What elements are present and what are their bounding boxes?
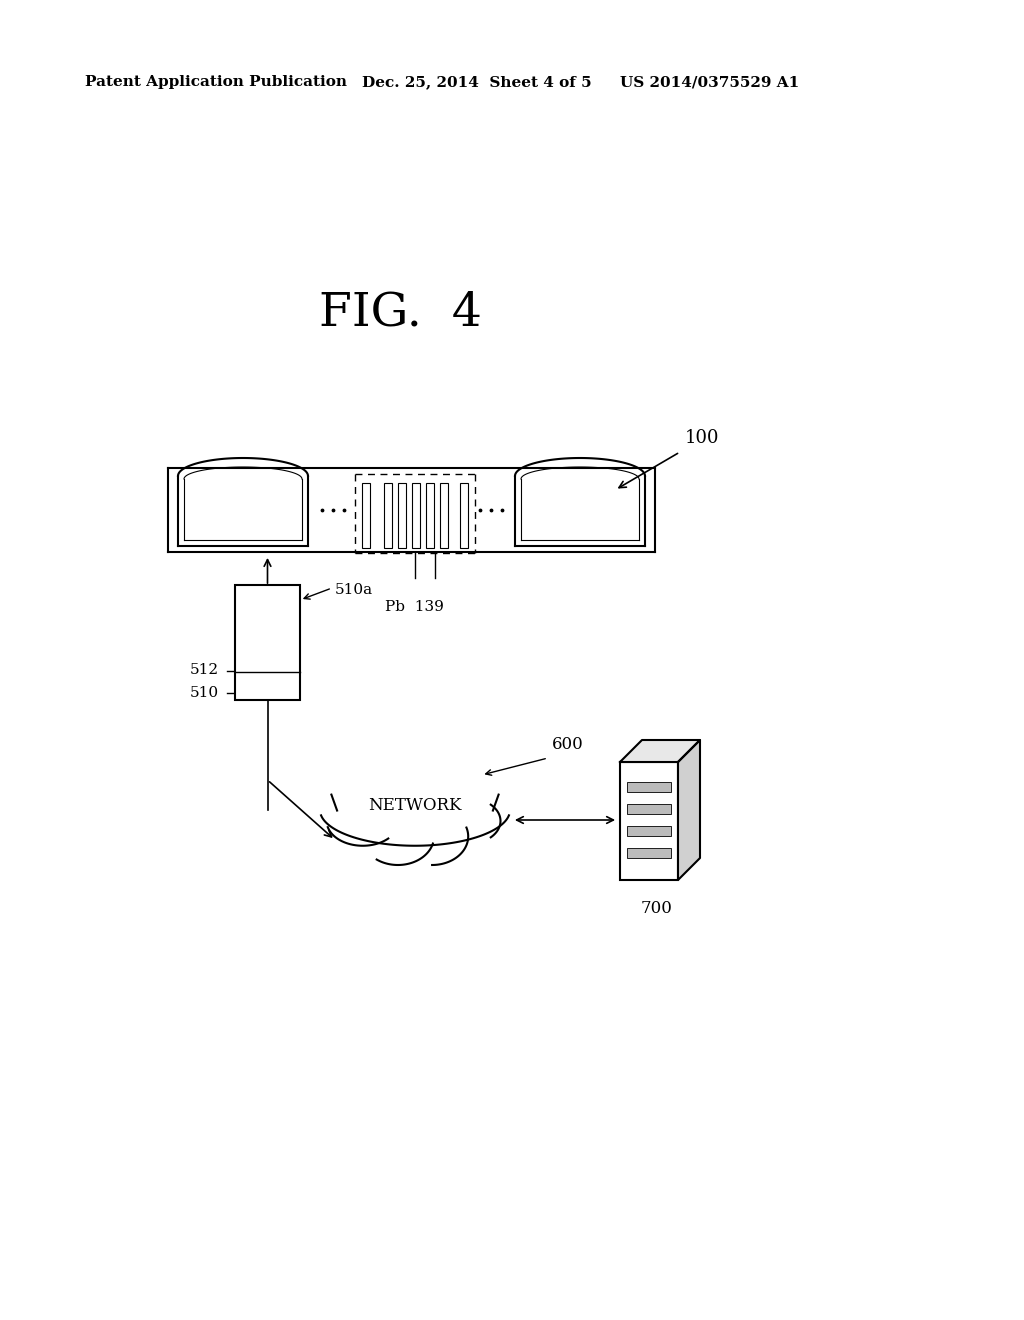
Bar (440, 483, 449, 548)
Text: 700: 700 (641, 900, 673, 917)
Text: 600: 600 (552, 737, 584, 752)
Bar (426, 483, 434, 548)
Bar (627, 847, 671, 858)
Ellipse shape (330, 775, 501, 841)
Bar (627, 804, 671, 814)
Polygon shape (678, 741, 700, 880)
Text: Patent Application Publication: Patent Application Publication (85, 75, 347, 88)
Bar (620, 762, 678, 880)
Bar (362, 483, 370, 548)
Ellipse shape (327, 796, 399, 846)
Bar (384, 483, 392, 548)
Ellipse shape (434, 797, 501, 843)
Text: US 2014/0375529 A1: US 2014/0375529 A1 (620, 75, 800, 88)
Polygon shape (620, 741, 700, 762)
Text: 510: 510 (190, 686, 219, 700)
Text: FIG.  4: FIG. 4 (318, 290, 481, 335)
Bar (398, 483, 406, 548)
Text: 100: 100 (685, 429, 720, 447)
Text: Pb  139: Pb 139 (385, 601, 443, 614)
Text: 510a: 510a (335, 583, 373, 597)
Bar (627, 781, 671, 792)
Text: Dec. 25, 2014  Sheet 4 of 5: Dec. 25, 2014 Sheet 4 of 5 (362, 75, 592, 88)
Ellipse shape (396, 808, 468, 865)
Text: 512: 512 (190, 663, 219, 677)
Bar (412, 483, 420, 548)
Text: NETWORK: NETWORK (369, 796, 462, 813)
Bar (234, 585, 300, 700)
Ellipse shape (361, 807, 434, 863)
Bar (460, 483, 468, 548)
Bar (627, 826, 671, 836)
